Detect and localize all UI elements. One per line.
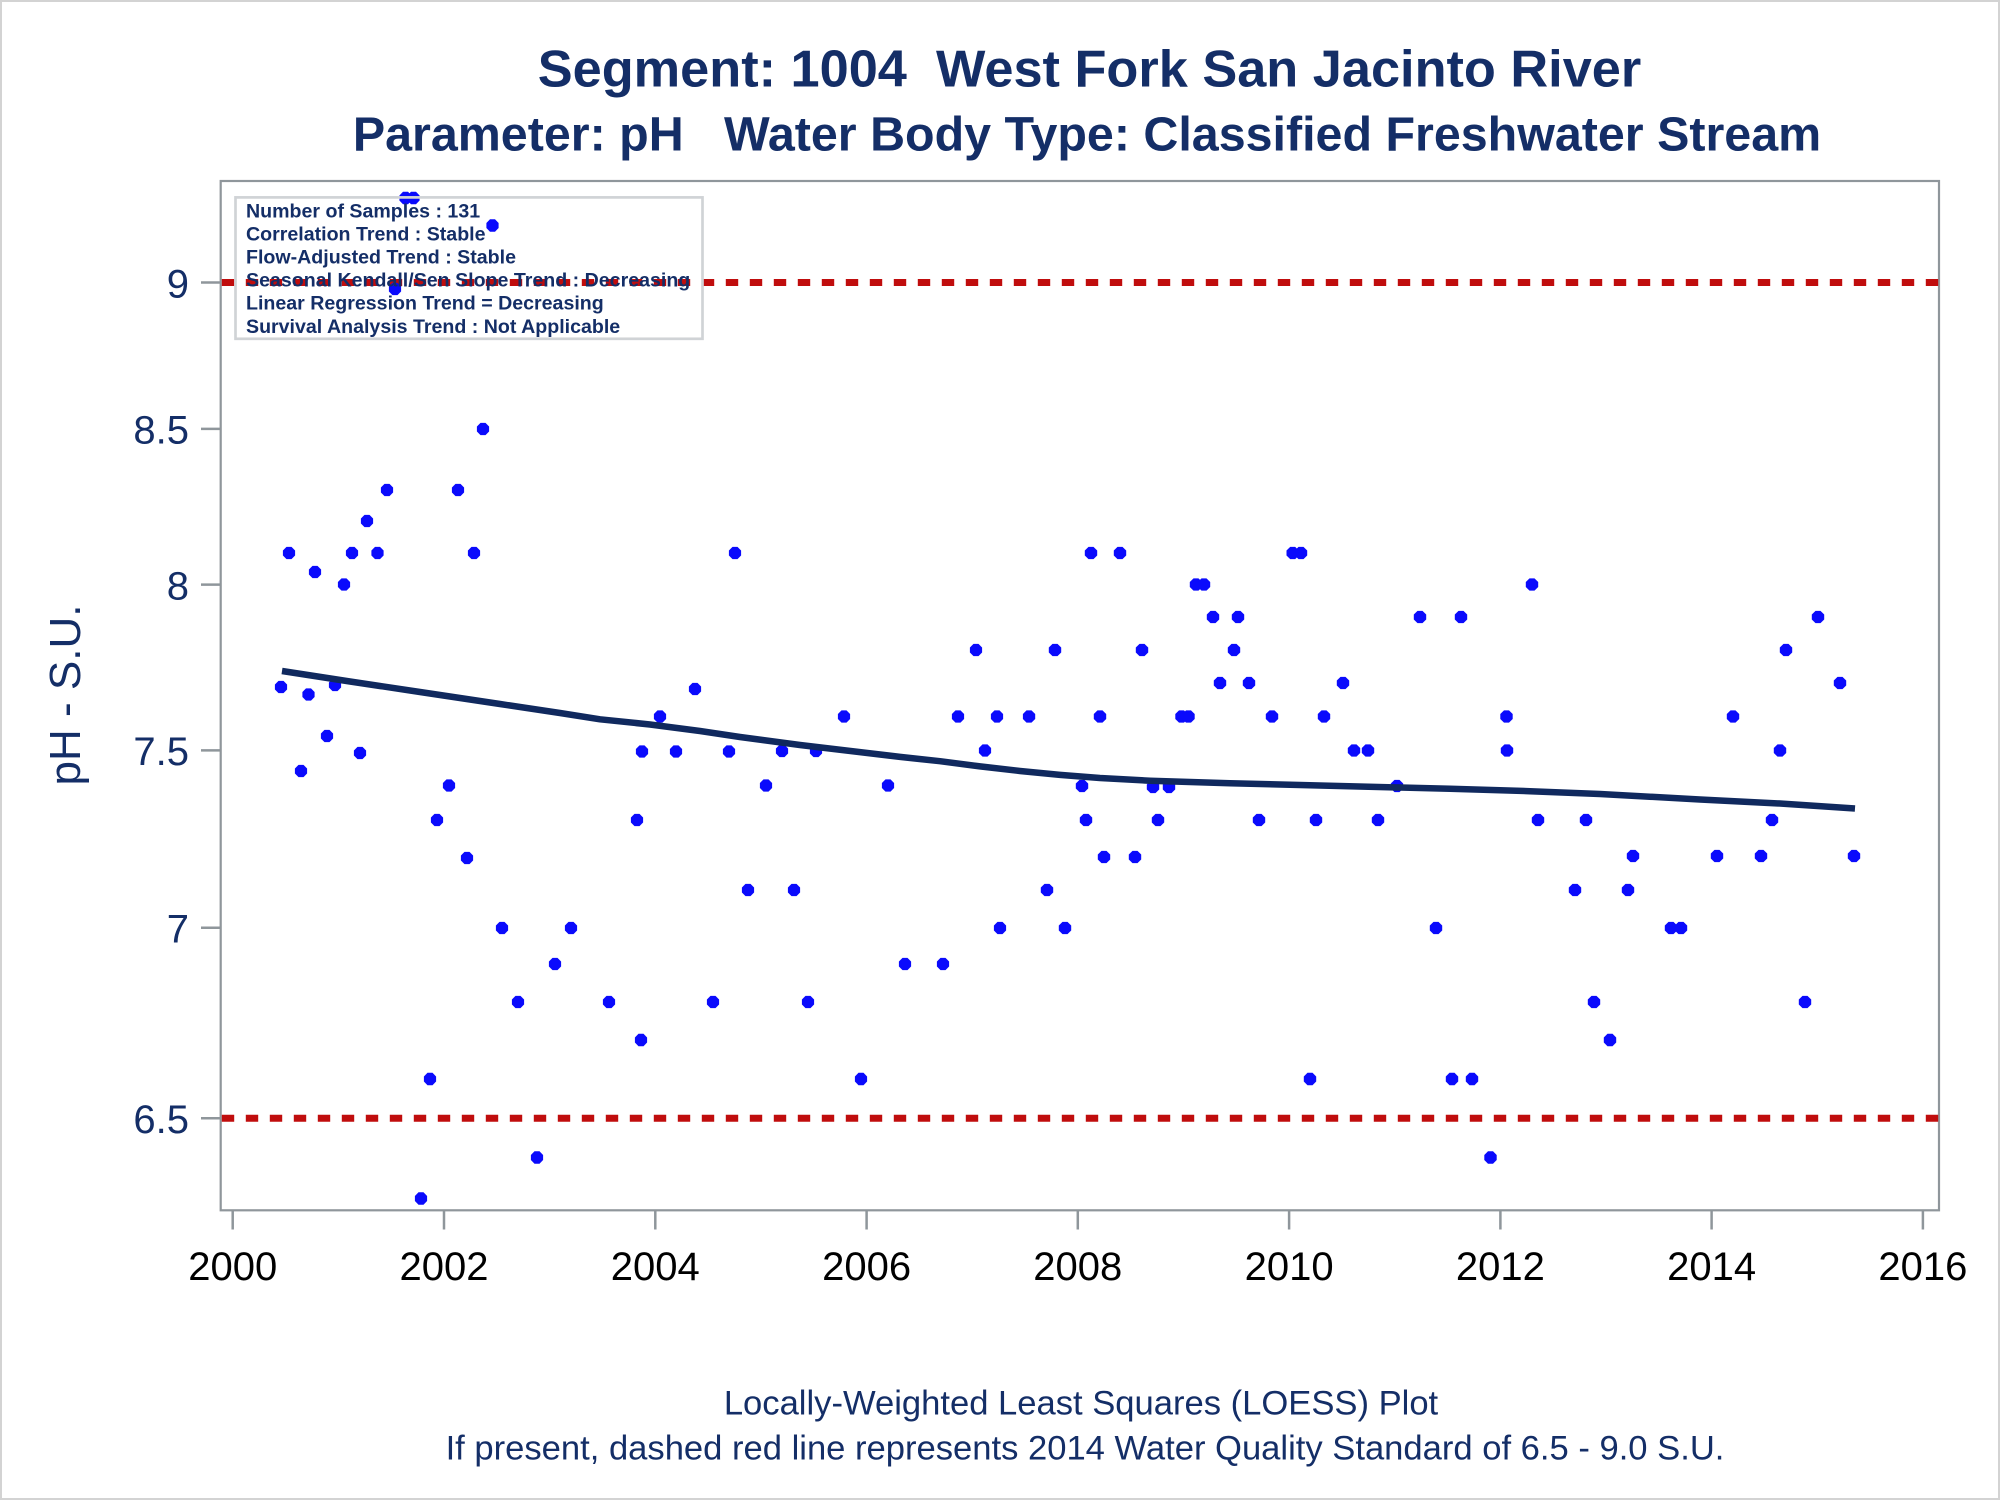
- svg-text:2008: 2008: [1033, 1245, 1122, 1289]
- svg-text:2012: 2012: [1456, 1245, 1545, 1289]
- svg-text:Number of Samples : 131: Number of Samples : 131: [246, 200, 480, 222]
- svg-text:2002: 2002: [400, 1245, 489, 1289]
- svg-text:2000: 2000: [188, 1245, 277, 1289]
- svg-text:2006: 2006: [822, 1245, 911, 1289]
- svg-text:Seasonal Kendall/Sen Slope Tre: Seasonal Kendall/Sen Slope Trend : Decre…: [246, 270, 690, 292]
- svg-text:2004: 2004: [611, 1245, 700, 1289]
- svg-text:Parameter: pH Water Body Typ: Parameter: pH Water Body Type: Classifie…: [353, 107, 1821, 161]
- svg-text:Segment: 1004 West Fork San J: Segment: 1004 West Fork San Jacinto Rive…: [538, 40, 1641, 98]
- svg-text:2014: 2014: [1667, 1245, 1756, 1289]
- svg-text:Survival Analysis Trend : Not: Survival Analysis Trend : Not Applicable: [246, 316, 620, 338]
- svg-text:7: 7: [167, 908, 189, 952]
- svg-text:Correlation Trend : Stable: Correlation Trend : Stable: [246, 223, 486, 245]
- svg-text:9: 9: [167, 262, 189, 306]
- svg-text:2010: 2010: [1245, 1245, 1334, 1289]
- svg-text:Linear Regression Trend = Decr: Linear Regression Trend = Decreasing: [246, 293, 604, 315]
- svg-text:8.5: 8.5: [133, 409, 189, 453]
- svg-text:Locally-Weighted Least Squares: Locally-Weighted Least Squares (LOESS) P…: [724, 1385, 1439, 1423]
- svg-text:7.5: 7.5: [133, 730, 189, 774]
- svg-text:6.5: 6.5: [133, 1098, 189, 1142]
- svg-text:8: 8: [167, 564, 189, 608]
- svg-text:2016: 2016: [1878, 1245, 1967, 1289]
- svg-text:Flow-Adjusted Trend : Stable: Flow-Adjusted Trend : Stable: [246, 247, 516, 269]
- svg-text:pH - S.U.: pH - S.U.: [41, 605, 90, 786]
- svg-text:If present, dashed red line re: If present, dashed red line represents 2…: [446, 1430, 1725, 1468]
